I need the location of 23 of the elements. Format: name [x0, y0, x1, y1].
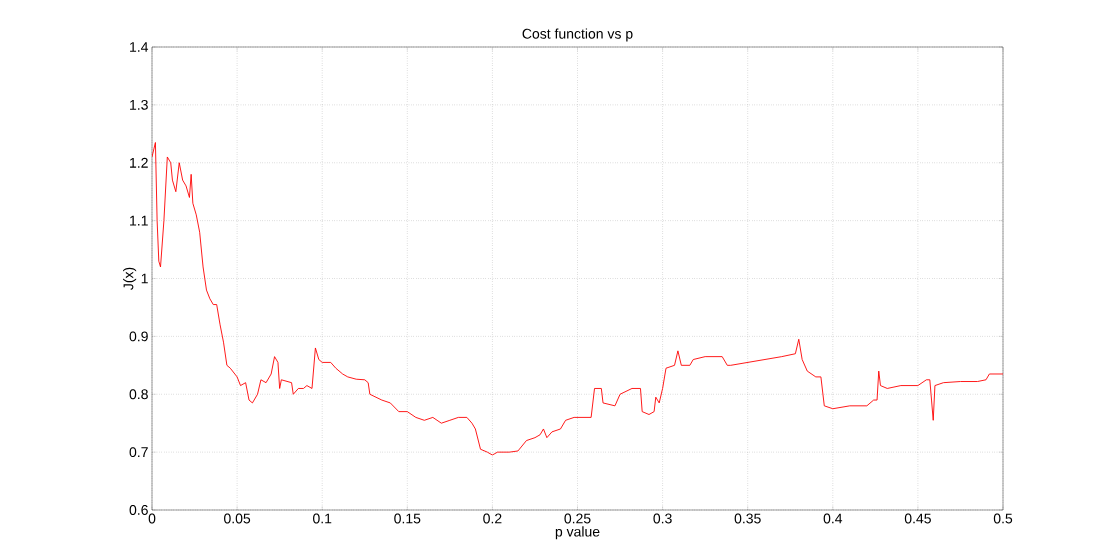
x-axis-title: p value: [555, 526, 600, 540]
x-tick-label: 0.3: [653, 513, 672, 524]
y-tick-label: 0.6: [129, 505, 148, 515]
x-tick-label: 0.25: [564, 513, 591, 524]
y-tick-label: 1: [141, 273, 148, 284]
x-tick-label: 0.05: [224, 513, 251, 524]
x-tick-label: 0.1: [313, 513, 332, 524]
x-tick-label: 0.35: [734, 513, 761, 524]
y-axis-title: J(x): [123, 267, 137, 290]
x-tick-label: 0.4: [823, 513, 843, 524]
x-tick-label: 0.45: [904, 513, 931, 524]
x-tick-label: 0: [148, 513, 156, 524]
x-tick-label: 0.5: [993, 513, 1013, 524]
y-tick-label: 0.9: [129, 331, 148, 342]
y-tick-label: 0.7: [129, 447, 148, 458]
y-tick-label: 1.2: [130, 157, 148, 168]
x-tick-label: 0.2: [483, 513, 502, 524]
y-tick-label: 1.3: [130, 99, 148, 110]
y-tick-label: 0.8: [129, 389, 148, 400]
chart-title: Cost function vs p: [522, 28, 633, 42]
x-tick-label: 0.15: [394, 513, 421, 524]
y-tick-label: 1.4: [130, 42, 149, 52]
y-tick-label: 1.1: [130, 215, 148, 226]
